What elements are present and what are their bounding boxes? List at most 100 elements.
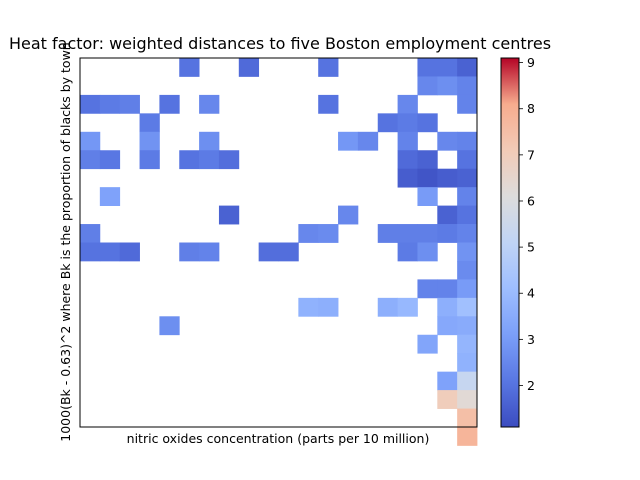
heatmap-cell: [239, 58, 259, 77]
heatmap-cell: [279, 243, 299, 262]
heatmap-cell: [358, 132, 378, 151]
chart-title: Heat factor: weighted distances to five …: [9, 34, 551, 53]
heatmap-cell: [259, 243, 279, 262]
heatmap-cell: [398, 298, 418, 317]
heatmap-cell: [199, 243, 219, 262]
heatmap-cell: [179, 243, 199, 262]
heatmap-cell: [80, 95, 100, 114]
heatmap-cell: [199, 132, 219, 151]
heatmap-cell: [457, 316, 477, 335]
heatmap-cell: [437, 390, 457, 409]
heatmap-cell: [457, 353, 477, 372]
colorbar: [501, 58, 519, 427]
heatmap-cell: [437, 206, 457, 225]
heatmap-cell: [318, 298, 338, 317]
heatmap-cell: [457, 427, 477, 446]
heatmap-cell: [457, 58, 477, 77]
heatmap-cell: [318, 95, 338, 114]
heatmap-cells: [80, 58, 477, 446]
heatmap-cell: [199, 95, 219, 114]
heatmap-cell: [417, 113, 437, 132]
heatmap-cell: [100, 243, 120, 262]
heatmap-cell: [437, 58, 457, 77]
colorbar-tick-label: 5: [527, 240, 535, 255]
heatmap-cell: [398, 95, 418, 114]
heatmap-cell: [378, 224, 398, 243]
colorbar-tick-label: 7: [527, 147, 535, 162]
heatmap-cell: [318, 224, 338, 243]
heatmap-cell: [140, 132, 160, 151]
heatmap-cell: [100, 187, 120, 206]
heatmap-cell: [120, 243, 140, 262]
heatmap-cell: [417, 335, 437, 354]
x-axis-label: nitric oxides concentration (parts per 1…: [127, 431, 430, 446]
colorbar-tick-label: 3: [527, 332, 535, 347]
heatmap-cell: [140, 113, 160, 132]
heatmap-cell: [159, 95, 179, 114]
heatmap-cell: [378, 298, 398, 317]
heatmap-cell: [417, 224, 437, 243]
heatmap-cell: [338, 132, 358, 151]
heatmap-cell: [437, 316, 457, 335]
heatmap-cell: [80, 224, 100, 243]
heatmap-cell: [398, 150, 418, 169]
heatmap-cell: [457, 335, 477, 354]
heatmap-cell: [398, 224, 418, 243]
heatmap-cell: [398, 243, 418, 262]
colorbar-tick-label: 8: [527, 101, 535, 116]
heatmap-cell: [417, 187, 437, 206]
heatmap-cell: [80, 243, 100, 262]
heatmap-cell: [179, 150, 199, 169]
heatmap-cell: [457, 206, 477, 225]
heatmap-cell: [298, 224, 318, 243]
colorbar-tick-label: 6: [527, 193, 535, 208]
heatmap-cell: [199, 150, 219, 169]
heatmap-cell: [457, 372, 477, 391]
heatmap-cell: [437, 298, 457, 317]
heatmap-cell: [437, 372, 457, 391]
heatmap-cell: [437, 76, 457, 95]
colorbar-tick-label: 2: [527, 378, 535, 393]
heatmap-cell: [80, 132, 100, 151]
heatmap-cell: [417, 279, 437, 298]
heatmap-cell: [457, 132, 477, 151]
heatmap-cell: [80, 150, 100, 169]
heatmap-cell: [457, 279, 477, 298]
heatmap-cell: [457, 390, 477, 409]
heatmap-cell: [437, 279, 457, 298]
heatmap-cell: [457, 169, 477, 188]
heatmap-cell: [437, 224, 457, 243]
heatmap-cell: [457, 298, 477, 317]
heatmap-cell: [457, 409, 477, 428]
heatmap-cell: [100, 150, 120, 169]
heatmap-cell: [457, 224, 477, 243]
heatmap-cell: [457, 187, 477, 206]
colorbar-tick-label: 4: [527, 286, 535, 301]
heatmap-cell: [457, 76, 477, 95]
heatmap-cell: [417, 243, 437, 262]
heatmap-cell: [219, 206, 239, 225]
heatmap-cell: [140, 150, 160, 169]
heatmap-cell: [179, 58, 199, 77]
heatmap-cell: [457, 95, 477, 114]
heatmap-cell: [120, 95, 140, 114]
heatmap-cell: [417, 58, 437, 77]
heatmap-cell: [457, 261, 477, 280]
heatmap-cell: [159, 316, 179, 335]
heatmap-cell: [318, 58, 338, 77]
heatmap-cell: [457, 150, 477, 169]
heatmap-cell: [398, 169, 418, 188]
heatmap-cell: [398, 113, 418, 132]
heatmap-cell: [298, 298, 318, 317]
heatmap-cell: [338, 206, 358, 225]
colorbar-ticks: 2 3 4 5 6 7 8 9: [519, 55, 535, 393]
heatmap-cell: [457, 243, 477, 262]
heatmap-cell: [100, 95, 120, 114]
heatmap-cell: [378, 113, 398, 132]
heatmap-cell: [417, 76, 437, 95]
heatmap-cell: [437, 169, 457, 188]
colorbar-tick-label: 9: [527, 55, 535, 70]
heatmap-cell: [398, 132, 418, 151]
heatmap-cell: [417, 169, 437, 188]
